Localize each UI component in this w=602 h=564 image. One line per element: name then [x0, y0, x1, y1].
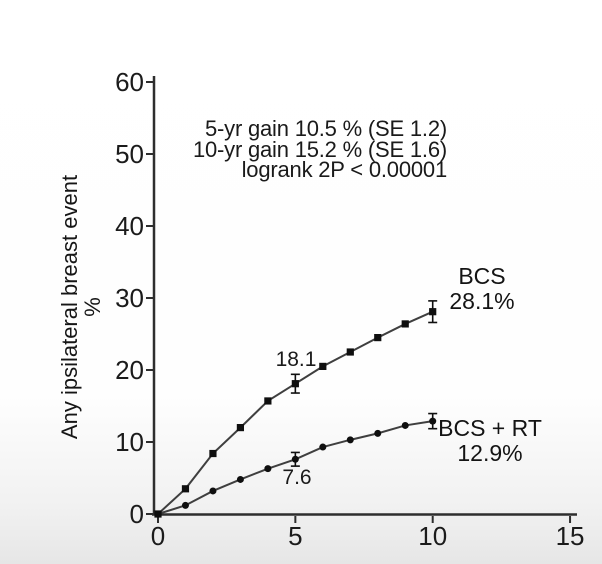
data-point-circle	[154, 510, 162, 518]
y-axis-label-unit: %	[80, 297, 105, 317]
data-point-circle	[236, 475, 244, 483]
data-point-circle	[401, 421, 409, 429]
curve-label-bcs: BCS 28.1%	[432, 264, 532, 313]
y-tick-label: 40	[115, 211, 144, 241]
data-point-square	[181, 485, 190, 493]
y-tick-label: 60	[115, 67, 144, 97]
data-point-square	[374, 334, 382, 342]
stat-line-10yr-gain: 10-yr gain 15.2 % (SE 1.6)	[192, 136, 447, 162]
point-label-bcsrt-5yr: 7.6	[282, 466, 312, 489]
point-label-bcs-5yr: 18.1	[275, 348, 317, 371]
data-point-square	[291, 380, 299, 388]
data-point-circle	[264, 465, 272, 473]
x-tick-label: 5	[288, 521, 302, 551]
stat-line-5yr-gain: 5-yr gain 10.5 % (SE 1.2)	[204, 116, 447, 141]
data-point-square	[346, 348, 354, 356]
y-tick-label: 0	[130, 499, 144, 529]
y-tick-label: 50	[115, 139, 144, 169]
curve-label-bcsrt-value: 12.9%	[457, 439, 523, 466]
y-axis-label: Any ipsilateral breast event %	[57, 127, 105, 487]
data-point-square	[401, 320, 409, 328]
stat-line-logrank: logrank 2P < 0.00001	[241, 157, 448, 182]
x-tick-label: 0	[151, 521, 165, 551]
curve-label-bcsrt: BCS + RT 12.9%	[432, 416, 548, 465]
data-point-circle	[346, 436, 354, 444]
data-point-circle	[209, 487, 217, 495]
y-tick-label: 20	[115, 355, 144, 385]
data-point-square	[209, 449, 217, 458]
data-point-square	[236, 424, 245, 432]
data-point-circle	[429, 417, 437, 425]
data-point-circle	[291, 455, 299, 463]
curve-label-bcsrt-name: BCS + RT	[438, 415, 542, 441]
curve-label-bcs-value: 28.1%	[449, 287, 515, 314]
x-tick-label: 15	[556, 521, 585, 551]
x-tick-label: 10	[418, 521, 447, 551]
data-point-square	[429, 308, 437, 316]
data-point-circle	[374, 429, 382, 437]
y-axis-label-text: Any ipsilateral breast event	[57, 174, 82, 440]
data-point-circle	[181, 501, 189, 509]
stats-annotation: 5-yr gain 10.5 % (SE 1.2) 10-yr gain 15.…	[160, 116, 448, 182]
data-point-circle	[319, 443, 327, 451]
y-tick-label: 10	[115, 427, 144, 457]
data-point-square	[319, 362, 327, 370]
data-point-square	[264, 397, 272, 405]
curve-label-bcs-name: BCS	[458, 263, 506, 289]
y-tick-label: 30	[115, 283, 144, 313]
